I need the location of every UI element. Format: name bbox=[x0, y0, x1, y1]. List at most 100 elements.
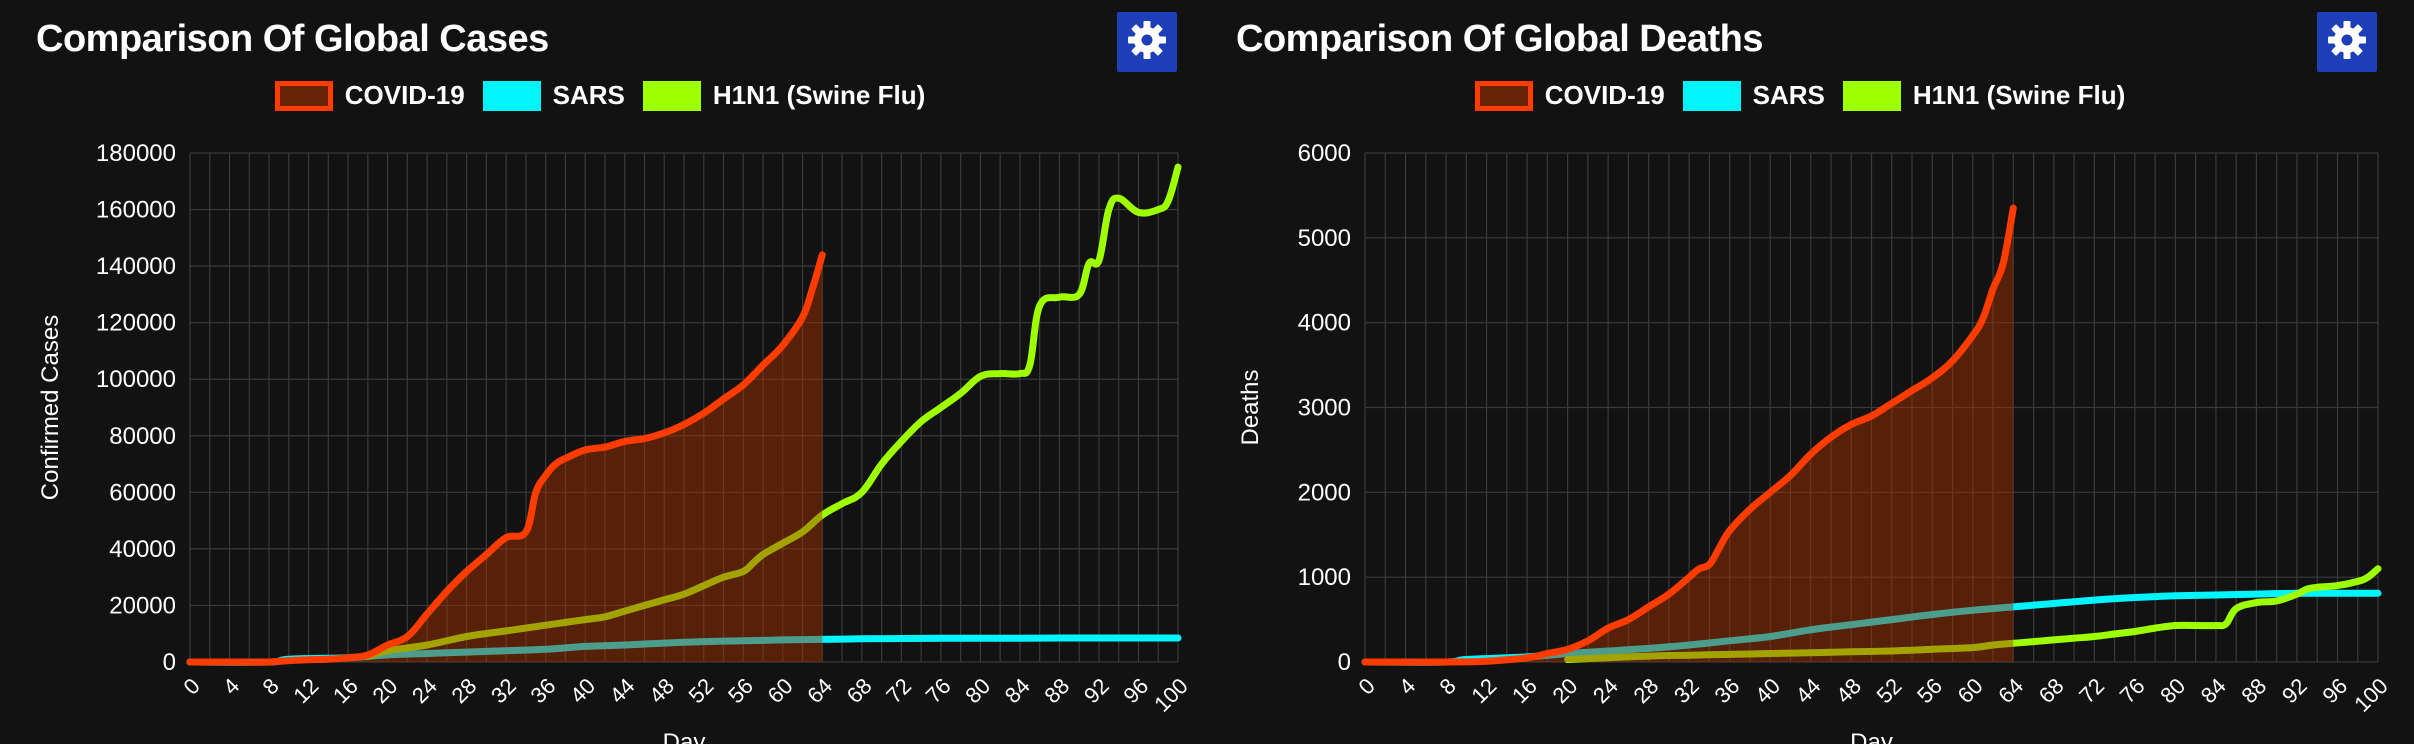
x-tick-label: 40 bbox=[565, 673, 600, 708]
y-axis-label: Deaths bbox=[1237, 369, 1264, 445]
x-tick-label: 100 bbox=[1149, 673, 1193, 717]
y-tick-label: 3000 bbox=[1298, 395, 1351, 422]
y-tick-label: 60000 bbox=[109, 479, 176, 506]
y-tick-label: 140000 bbox=[96, 253, 176, 280]
x-tick-label: 28 bbox=[446, 673, 481, 708]
series-line-sars bbox=[186, 634, 1182, 666]
x-tick-label: 88 bbox=[2236, 673, 2271, 708]
x-tick-label: 32 bbox=[1669, 673, 1704, 708]
y-tick-label: 1000 bbox=[1298, 564, 1351, 591]
legend-swatch-h1n1 bbox=[1842, 80, 1901, 111]
x-tick-label: 60 bbox=[1953, 673, 1988, 708]
y-tick-label: 160000 bbox=[96, 197, 176, 224]
x-tick-label: 0 bbox=[1354, 673, 1380, 699]
x-tick-label: 100 bbox=[2349, 673, 2393, 717]
x-tick-label: 16 bbox=[1507, 673, 1542, 708]
x-tick-label: 0 bbox=[179, 673, 205, 699]
x-tick-label: 8 bbox=[258, 673, 284, 699]
cases-chart-panel: Comparison Of Global Cases bbox=[0, 0, 1200, 744]
y-tick-label: 0 bbox=[163, 649, 176, 676]
cases-settings-button[interactable] bbox=[1117, 12, 1177, 72]
x-axis-label: Day bbox=[1850, 729, 1893, 744]
y-tick-label: 100000 bbox=[96, 366, 176, 393]
x-tick-label: 52 bbox=[1872, 673, 1907, 708]
y-tick-label: 0 bbox=[1338, 649, 1351, 676]
y-tick-label: 5000 bbox=[1298, 225, 1351, 252]
x-tick-label: 12 bbox=[1466, 673, 1501, 708]
x-tick-label: 96 bbox=[2317, 673, 2352, 708]
legend-swatch-covid bbox=[1474, 80, 1533, 111]
legend-item-sars[interactable]: SARS bbox=[1682, 80, 1825, 111]
cases-legend: COVID-19 SARS H1N1 (Swine Flu) bbox=[0, 80, 1200, 111]
x-tick-label: 36 bbox=[526, 673, 561, 708]
legend-label-sars: SARS bbox=[552, 80, 625, 110]
gear-icon bbox=[1127, 20, 1167, 65]
cases-chart-title: Comparison Of Global Cases bbox=[36, 18, 549, 60]
x-tick-label: 84 bbox=[1000, 673, 1035, 708]
y-tick-label: 20000 bbox=[109, 592, 176, 619]
deaths-legend: COVID-19 SARS H1N1 (Swine Flu) bbox=[1200, 80, 2400, 111]
x-tick-label: 88 bbox=[1039, 673, 1074, 708]
x-tick-label: 64 bbox=[802, 673, 837, 708]
y-tick-label: 4000 bbox=[1298, 310, 1351, 337]
legend-item-sars[interactable]: SARS bbox=[482, 80, 625, 111]
legend-swatch-sars bbox=[1682, 80, 1741, 111]
x-tick-label: 84 bbox=[2196, 673, 2231, 708]
legend-swatch-h1n1 bbox=[642, 80, 701, 111]
y-tick-label: 180000 bbox=[96, 140, 176, 167]
deaths-chart-panel: Comparison Of Global Deaths bbox=[1200, 0, 2400, 744]
legend-swatch-covid bbox=[274, 80, 333, 111]
x-tick-label: 28 bbox=[1628, 673, 1663, 708]
y-tick-label: 2000 bbox=[1298, 479, 1351, 506]
x-tick-label: 56 bbox=[723, 673, 758, 708]
series-area-covid bbox=[1365, 208, 2014, 663]
x-tick-label: 36 bbox=[1710, 673, 1745, 708]
x-tick-label: 92 bbox=[1079, 673, 1114, 708]
x-tick-label: 8 bbox=[1435, 673, 1461, 699]
legend-label-covid: COVID-19 bbox=[1544, 80, 1665, 110]
legend-label-covid: COVID-19 bbox=[344, 80, 465, 110]
y-tick-label: 40000 bbox=[109, 536, 176, 563]
y-tick-label: 6000 bbox=[1298, 140, 1351, 167]
series-line-covid bbox=[1361, 204, 2017, 666]
legend-label-h1n1: H1N1 (Swine Flu) bbox=[1912, 80, 2126, 110]
x-tick-label: 64 bbox=[1993, 673, 2028, 708]
legend-item-covid[interactable]: COVID-19 bbox=[1474, 80, 1665, 111]
legend-swatch-sars bbox=[482, 80, 541, 111]
x-tick-label: 4 bbox=[218, 673, 244, 699]
x-tick-label: 72 bbox=[881, 673, 916, 708]
series-area-covid bbox=[190, 254, 823, 663]
x-axis-label: Day bbox=[663, 729, 706, 744]
legend-item-h1n1[interactable]: H1N1 (Swine Flu) bbox=[642, 80, 926, 111]
legend-label-sars: SARS bbox=[1752, 80, 1825, 110]
x-tick-label: 80 bbox=[2155, 673, 2190, 708]
y-axis-label: Confirmed Cases bbox=[37, 315, 64, 500]
legend-label-h1n1: H1N1 (Swine Flu) bbox=[712, 80, 926, 110]
x-tick-label: 44 bbox=[605, 673, 640, 708]
x-tick-label: 20 bbox=[1547, 673, 1582, 708]
x-tick-label: 76 bbox=[921, 673, 956, 708]
series-line-h1n1 bbox=[364, 163, 1182, 660]
cases-chart: 0 20000 40000 60000 80000 100000 120000 140000 1… bbox=[37, 140, 1193, 744]
x-tick-label: 76 bbox=[2115, 673, 2150, 708]
x-tick-label: 16 bbox=[328, 673, 363, 708]
deaths-settings-button[interactable] bbox=[2317, 12, 2377, 72]
y-tick-label: 80000 bbox=[109, 423, 176, 450]
x-tick-label: 68 bbox=[842, 673, 877, 708]
x-tick-label: 56 bbox=[1912, 673, 1947, 708]
x-tick-label: 40 bbox=[1750, 673, 1785, 708]
x-tick-label: 60 bbox=[763, 673, 798, 708]
x-tick-label: 92 bbox=[2277, 673, 2312, 708]
x-tick-label: 52 bbox=[684, 673, 719, 708]
legend-item-covid[interactable]: COVID-19 bbox=[274, 80, 465, 111]
series-line-covid bbox=[186, 251, 826, 666]
deaths-chart-title: Comparison Of Global Deaths bbox=[1236, 18, 1764, 60]
legend-item-h1n1[interactable]: H1N1 (Swine Flu) bbox=[1842, 80, 2126, 111]
x-tick-label: 80 bbox=[960, 673, 995, 708]
x-tick-label: 48 bbox=[644, 673, 679, 708]
series-line-h1n1 bbox=[1564, 565, 2382, 663]
gear-icon bbox=[2327, 20, 2367, 65]
x-tick-label: 12 bbox=[288, 673, 323, 708]
x-tick-label: 20 bbox=[367, 673, 402, 708]
